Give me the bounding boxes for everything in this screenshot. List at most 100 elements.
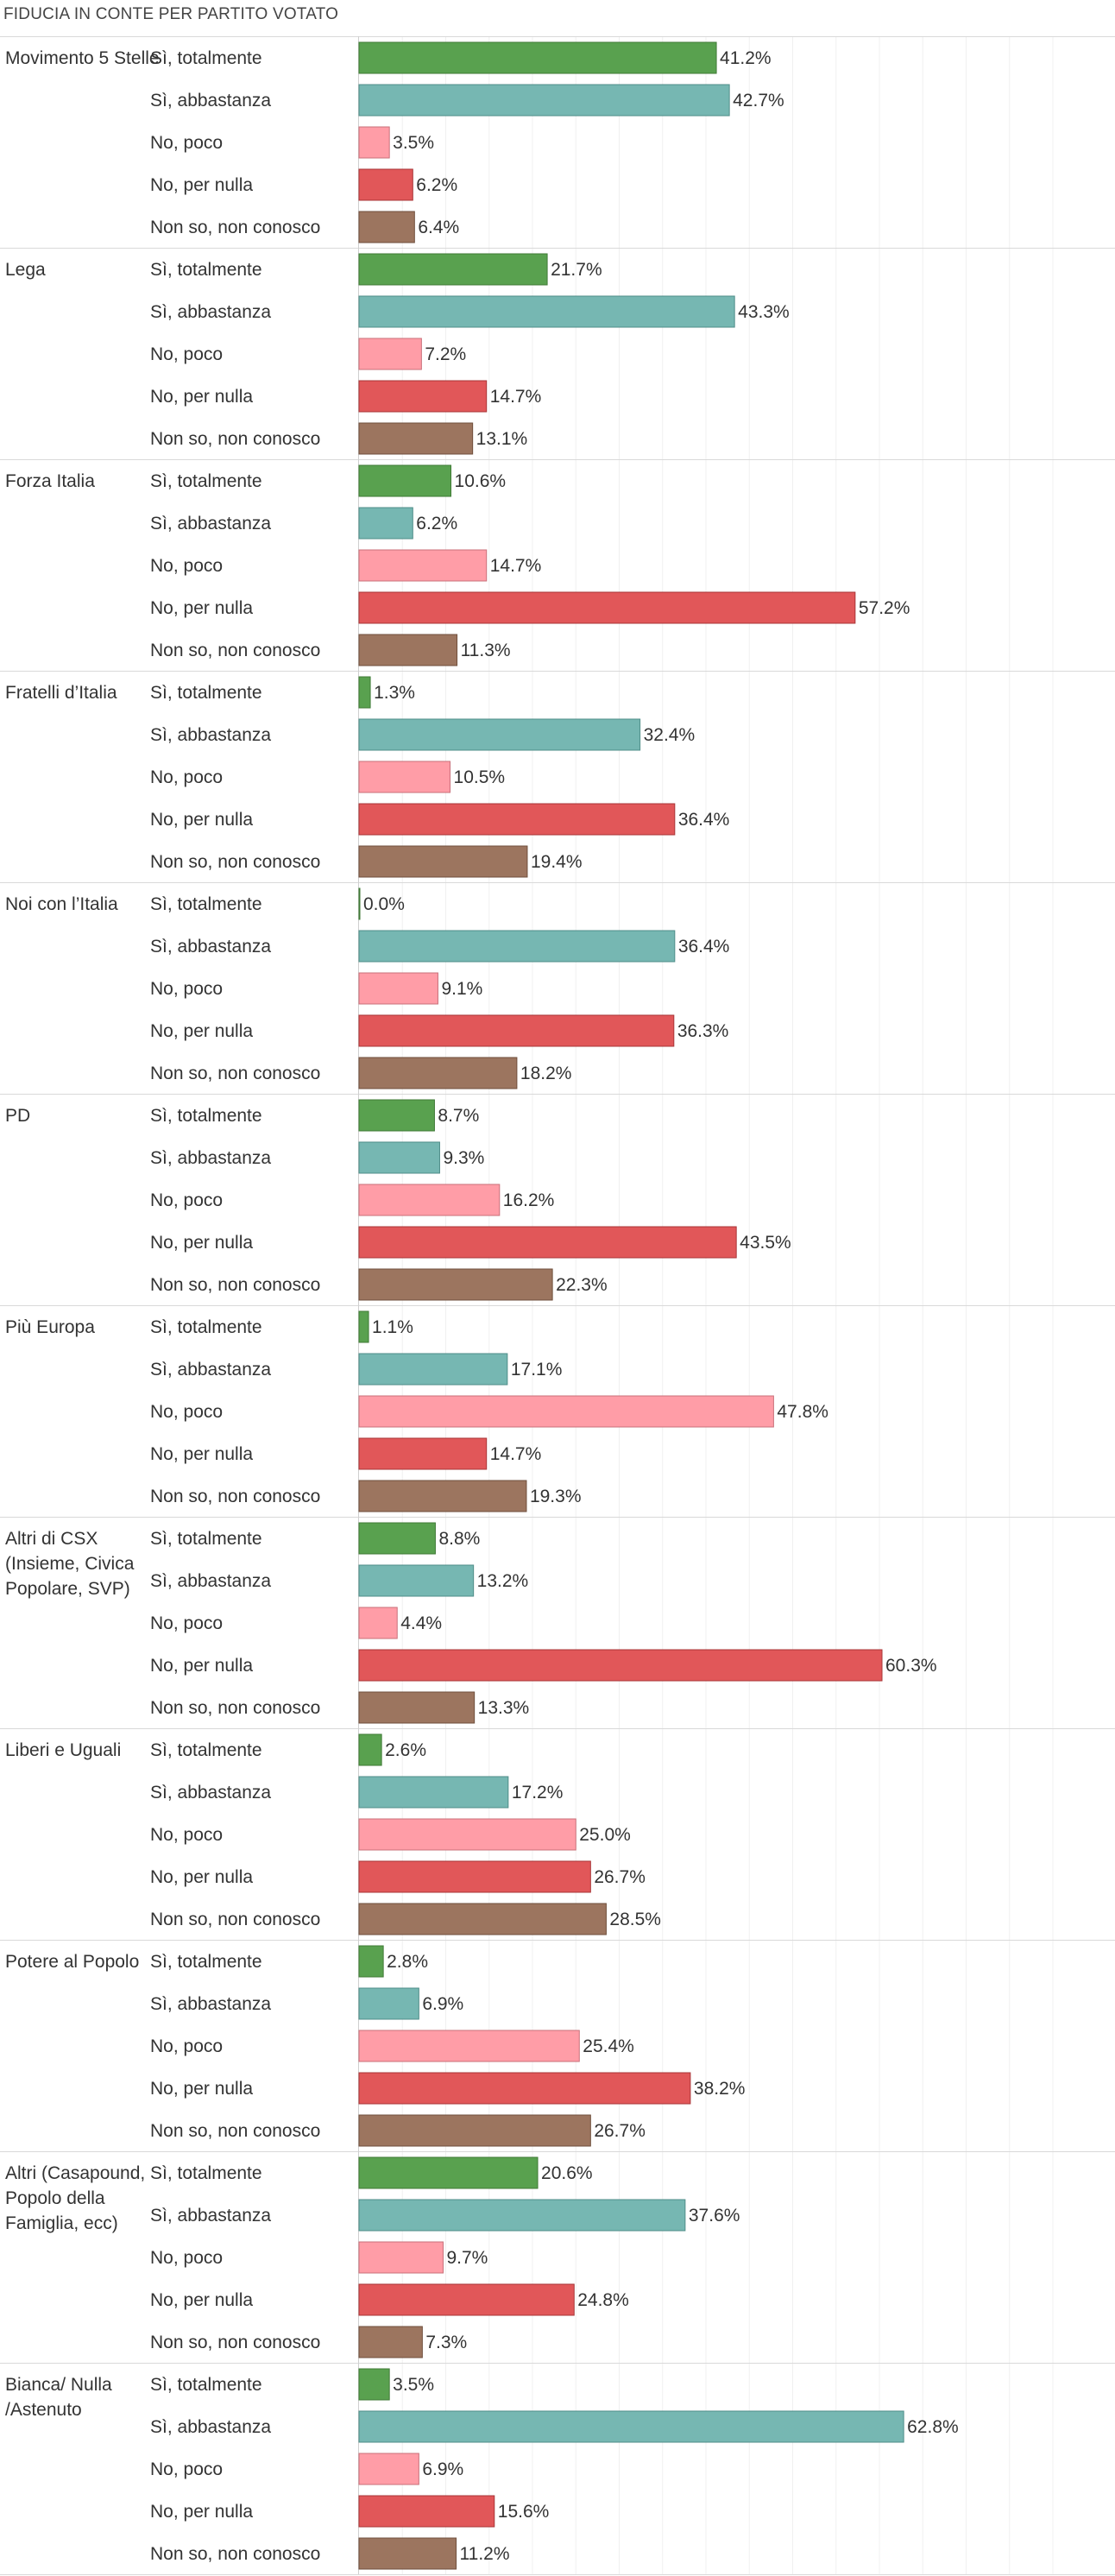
bar bbox=[358, 1057, 518, 1089]
party-label: Forza Italia bbox=[5, 471, 95, 491]
value-label: 37.6% bbox=[689, 2206, 740, 2226]
bar bbox=[358, 1268, 553, 1301]
answer-label: No, poco bbox=[150, 2248, 223, 2268]
answer-label: Sì, abbastanza bbox=[150, 302, 271, 322]
answer-label: Sì, totalmente bbox=[150, 1317, 262, 1337]
value-label: 8.7% bbox=[438, 1106, 479, 1126]
party-label: Bianca/ Nulla/Astenuto bbox=[5, 2375, 112, 2420]
value-label: 17.2% bbox=[512, 1783, 564, 1803]
bar bbox=[358, 972, 438, 1005]
bar bbox=[358, 1607, 398, 1639]
answer-label: No, per nulla bbox=[150, 2079, 253, 2099]
value-label: 41.2% bbox=[720, 48, 772, 68]
value-label: 38.2% bbox=[694, 2079, 746, 2099]
bar bbox=[358, 2410, 904, 2443]
value-label: 25.4% bbox=[583, 2036, 634, 2056]
bar bbox=[358, 2453, 419, 2485]
value-label: 19.3% bbox=[530, 1487, 582, 1506]
value-label: 4.4% bbox=[400, 1613, 442, 1633]
answer-label: Non so, non conosco bbox=[150, 218, 320, 237]
value-label: 6.2% bbox=[416, 514, 457, 534]
answer-label: Sì, abbastanza bbox=[150, 2206, 271, 2226]
value-label: 16.2% bbox=[503, 1190, 555, 1210]
bar bbox=[358, 718, 641, 751]
bar bbox=[358, 2326, 423, 2358]
value-label: 1.3% bbox=[374, 683, 415, 703]
bar bbox=[358, 549, 488, 582]
value-label: 7.2% bbox=[425, 344, 466, 364]
bar bbox=[358, 2156, 539, 2189]
value-label: 3.5% bbox=[393, 133, 434, 153]
party-label: PD bbox=[5, 1106, 30, 1126]
bar bbox=[358, 2072, 691, 2105]
answer-label: No, poco bbox=[150, 344, 223, 364]
answer-label: Non so, non conosco bbox=[150, 852, 320, 872]
bar bbox=[358, 761, 451, 793]
bar bbox=[358, 1522, 436, 1555]
bar bbox=[358, 1480, 527, 1512]
answer-label: No, poco bbox=[150, 767, 223, 787]
bar bbox=[358, 2495, 495, 2528]
value-label: 43.5% bbox=[740, 1233, 791, 1253]
answer-label: Sì, abbastanza bbox=[150, 514, 271, 534]
answer-label: Sì, totalmente bbox=[150, 260, 262, 280]
answer-label: Sì, abbastanza bbox=[150, 1571, 271, 1591]
bar bbox=[358, 1733, 382, 1766]
bar bbox=[358, 2368, 390, 2401]
value-label: 36.4% bbox=[678, 810, 730, 830]
bar bbox=[358, 887, 361, 920]
value-label: 2.8% bbox=[387, 1952, 428, 1972]
bar bbox=[358, 1945, 384, 1978]
bar bbox=[358, 126, 390, 159]
value-label: 13.1% bbox=[476, 429, 528, 449]
bar bbox=[358, 464, 452, 497]
answer-label: No, per nulla bbox=[150, 810, 253, 830]
bar bbox=[358, 2199, 686, 2232]
value-label: 26.7% bbox=[594, 1867, 646, 1887]
value-label: 24.8% bbox=[577, 2290, 629, 2310]
bar bbox=[358, 1099, 435, 1132]
value-label: 22.3% bbox=[556, 1275, 608, 1295]
answer-label: Sì, totalmente bbox=[150, 2375, 262, 2395]
answer-label: Non so, non conosco bbox=[150, 1275, 320, 1295]
answer-label: Sì, totalmente bbox=[150, 1952, 262, 1972]
bar bbox=[358, 1776, 509, 1809]
bar bbox=[358, 211, 415, 243]
party-label: Liberi e Uguali bbox=[5, 1740, 121, 1760]
answer-label: No, per nulla bbox=[150, 2502, 253, 2522]
answer-label: No, poco bbox=[150, 133, 223, 153]
value-label: 8.8% bbox=[438, 1529, 480, 1549]
value-label: 14.7% bbox=[490, 556, 542, 576]
value-label: 10.6% bbox=[455, 471, 507, 491]
bar bbox=[358, 380, 488, 413]
answer-label: No, poco bbox=[150, 556, 223, 576]
bar bbox=[358, 1437, 488, 1470]
bar bbox=[358, 253, 548, 286]
party-label: Fratelli d’Italia bbox=[5, 683, 117, 703]
answer-label: No, per nulla bbox=[150, 1444, 253, 1464]
value-label: 15.6% bbox=[498, 2502, 550, 2522]
answer-label: No, per nulla bbox=[150, 175, 253, 195]
value-label: 32.4% bbox=[644, 725, 696, 745]
bar bbox=[358, 634, 458, 666]
answer-label: No, per nulla bbox=[150, 1021, 253, 1041]
answer-label: Sì, totalmente bbox=[150, 1740, 262, 1760]
value-label: 13.3% bbox=[478, 1698, 530, 1718]
value-label: 7.3% bbox=[425, 2333, 467, 2352]
value-label: 3.5% bbox=[393, 2375, 434, 2395]
bar bbox=[358, 1818, 576, 1851]
answer-label: No, poco bbox=[150, 1613, 223, 1633]
bar bbox=[358, 295, 735, 328]
answer-label: Sì, abbastanza bbox=[150, 725, 271, 745]
bar bbox=[358, 507, 413, 540]
value-label: 62.8% bbox=[907, 2417, 959, 2437]
answer-label: Sì, totalmente bbox=[150, 683, 262, 703]
answer-label: Sì, abbastanza bbox=[150, 1148, 271, 1168]
value-label: 17.1% bbox=[511, 1360, 563, 1380]
answer-label: No, poco bbox=[150, 2036, 223, 2056]
answer-label: Non so, non conosco bbox=[150, 641, 320, 660]
value-label: 18.2% bbox=[520, 1064, 572, 1083]
answer-label: No, per nulla bbox=[150, 2290, 253, 2310]
